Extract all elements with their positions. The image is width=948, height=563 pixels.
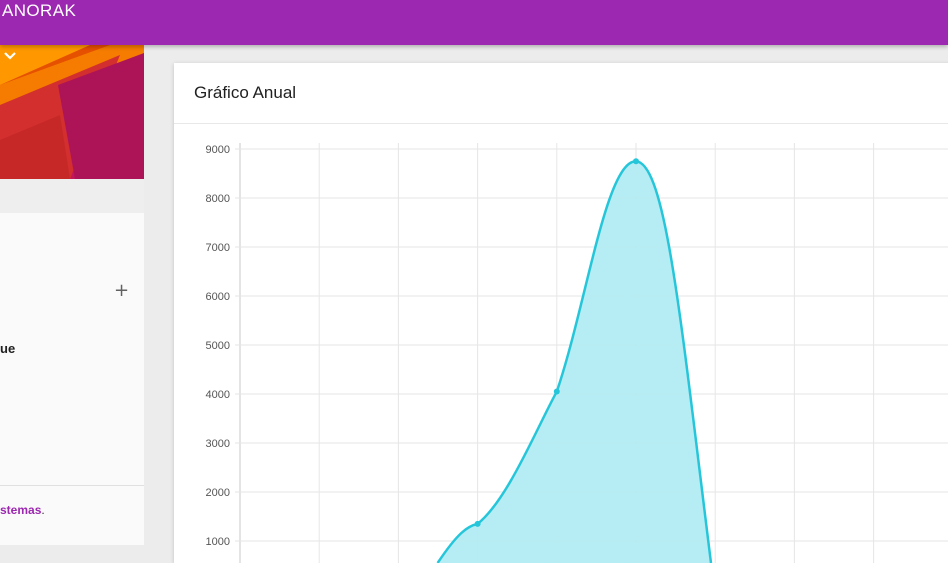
chevron-down-icon[interactable] — [0, 45, 20, 65]
footer-period: . — [41, 503, 45, 517]
card-header-divider — [174, 123, 948, 124]
sidebar: + ue stemas. — [0, 45, 144, 545]
y-tick-label: 5000 — [206, 340, 230, 352]
app-brand: ANORAK — [2, 1, 77, 20]
y-tick-label: 2000 — [206, 487, 230, 499]
card-title: Gráfico Anual — [194, 83, 297, 102]
y-tick-label: 1000 — [206, 536, 230, 548]
sidebar-menu-item-label[interactable]: ue — [0, 341, 16, 356]
sidebar-header-banner — [0, 45, 144, 179]
y-tick-label: 8000 — [206, 193, 230, 205]
annual-area-chart: 9000 8000 7000 6000 5000 4000 3000 2000 1000 — [206, 143, 948, 563]
sidebar-footer-text: stemas. — [0, 503, 45, 517]
y-tick-label: 4000 — [206, 389, 230, 401]
y-tick-label: 6000 — [206, 291, 230, 303]
top-app-bar: ANORAK — [0, 0, 948, 45]
data-point — [474, 520, 481, 527]
add-icon[interactable]: + — [114, 280, 130, 301]
y-tick-label: 3000 — [206, 438, 230, 450]
header-background-art — [0, 45, 144, 179]
y-tick-label: 9000 — [206, 144, 230, 156]
data-point — [553, 388, 560, 395]
sidebar-divider — [0, 485, 144, 486]
annual-chart-card: Gráfico Anual 9000 8000 7000 6000 5000 4000 30… — [174, 63, 948, 563]
series-area-fill — [437, 161, 711, 563]
footer-link[interactable]: stemas — [0, 503, 42, 517]
data-point — [633, 158, 639, 165]
y-tick-label: 7000 — [206, 242, 230, 254]
sidebar-section-strip — [0, 179, 144, 213]
